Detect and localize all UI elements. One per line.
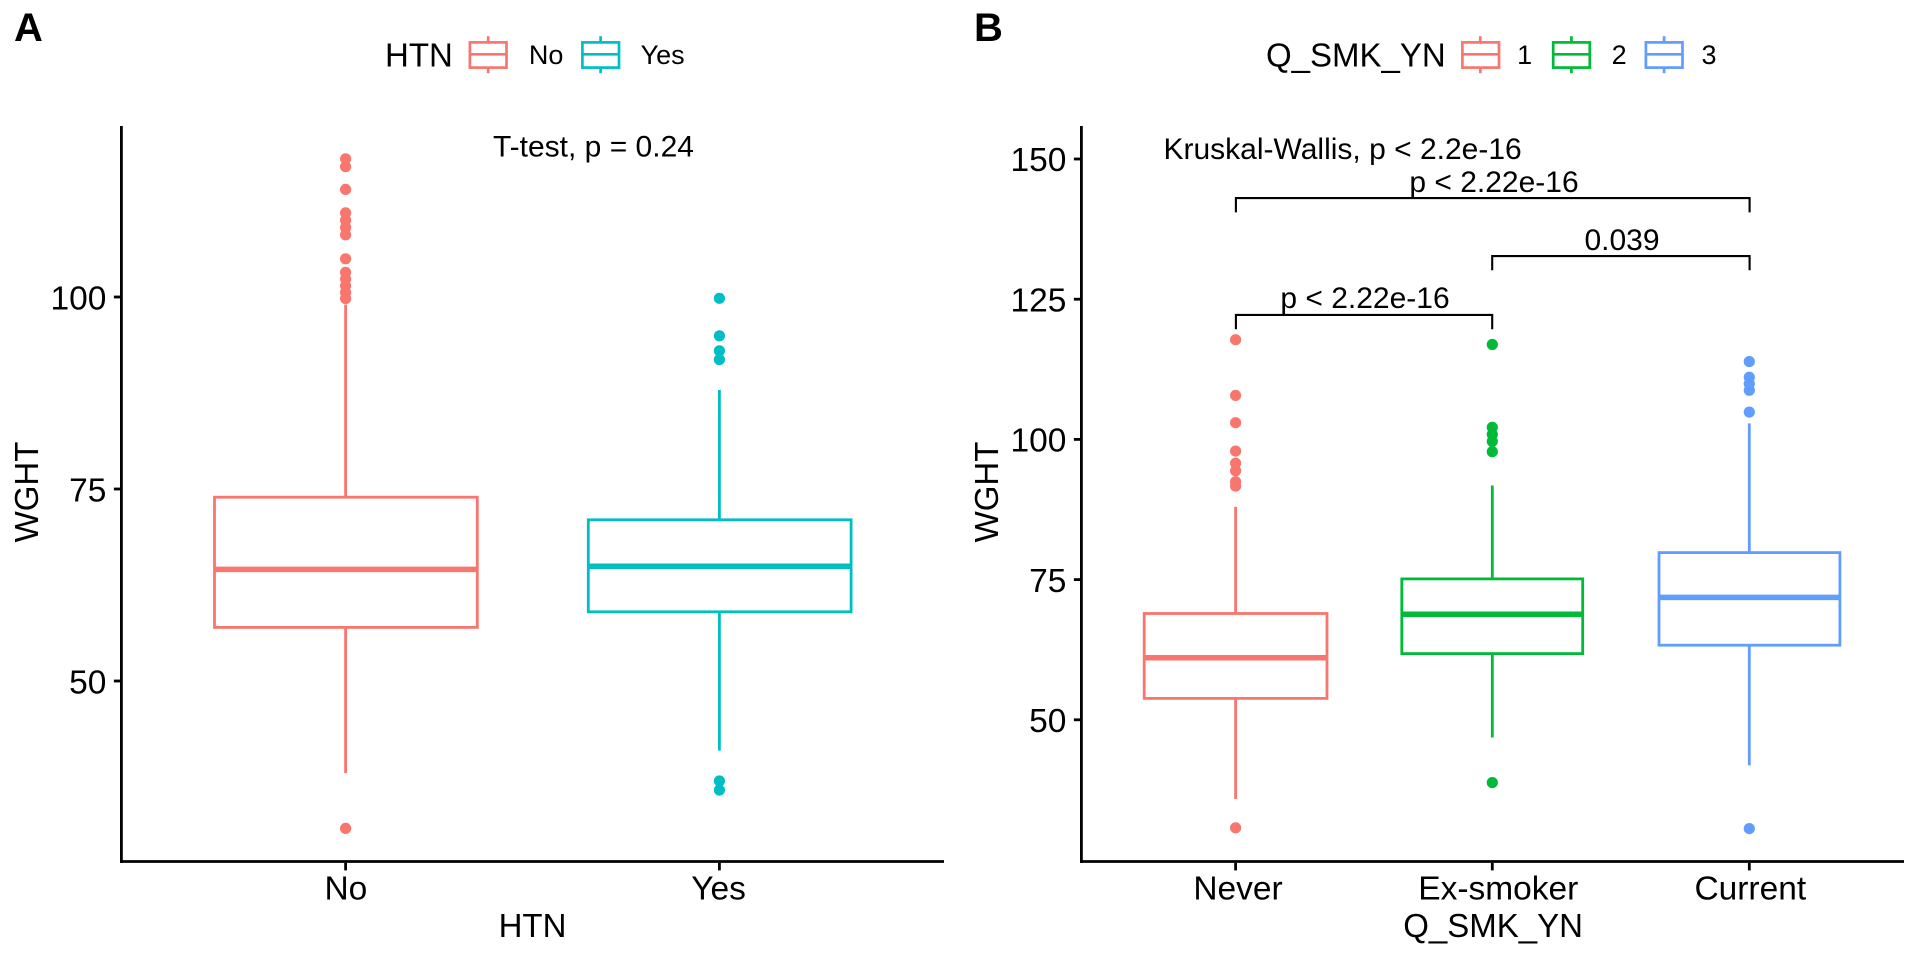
svg-text:Kruskal-Wallis, p < 2.2e-16: Kruskal-Wallis, p < 2.2e-16 [1164,133,1522,166]
svg-text:HTN: HTN [385,37,453,74]
svg-text:B: B [974,6,1003,50]
svg-text:Ex-smoker: Ex-smoker [1418,870,1578,907]
svg-text:1: 1 [1517,40,1532,70]
svg-text:0.039: 0.039 [1584,224,1659,257]
svg-text:Q_SMK_YN: Q_SMK_YN [1403,907,1583,944]
svg-text:p < 2.22e-16: p < 2.22e-16 [1280,282,1449,315]
svg-text:A: A [14,6,43,50]
svg-text:125: 125 [1010,282,1066,319]
svg-text:75: 75 [69,472,106,509]
svg-text:150: 150 [1010,142,1066,179]
svg-text:p < 2.22e-16: p < 2.22e-16 [1409,166,1578,199]
svg-text:75: 75 [1029,563,1066,600]
svg-text:WGHT: WGHT [8,442,45,543]
svg-text:HTN: HTN [499,907,567,944]
svg-text:2: 2 [1612,40,1627,70]
svg-text:100: 100 [50,280,106,317]
svg-text:Yes: Yes [641,40,685,70]
svg-text:Yes: Yes [691,870,746,907]
svg-text:100: 100 [1010,423,1066,460]
svg-text:Never: Never [1193,870,1282,907]
svg-text:Current: Current [1694,870,1806,907]
svg-text:3: 3 [1701,40,1716,70]
svg-text:T-test, p = 0.24: T-test, p = 0.24 [493,131,694,164]
svg-text:No: No [529,40,564,70]
svg-text:50: 50 [69,664,106,701]
svg-text:Q_SMK_YN: Q_SMK_YN [1266,37,1446,74]
svg-text:WGHT: WGHT [968,442,1005,543]
svg-text:No: No [324,870,367,907]
svg-text:50: 50 [1029,703,1066,740]
